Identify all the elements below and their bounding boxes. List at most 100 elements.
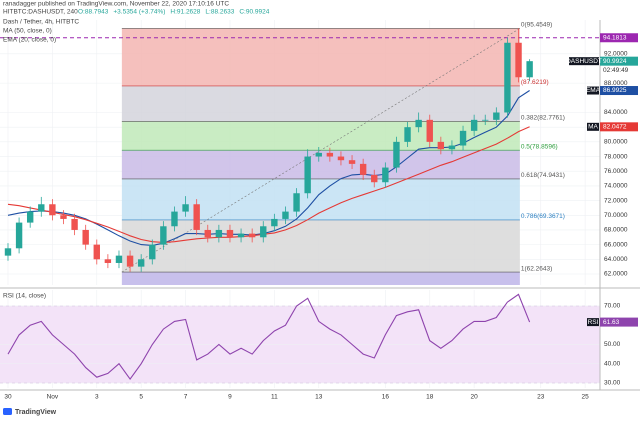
x-tick-label: 25	[582, 394, 590, 401]
fib-label: 0.382(82.7761)	[521, 115, 565, 122]
badge-bg	[587, 86, 599, 95]
candle-body	[426, 119, 433, 142]
candle-body	[348, 160, 356, 164]
badge: MA	[588, 124, 598, 131]
candle-body	[448, 145, 456, 150]
price-axis	[600, 20, 640, 390]
candle-body	[515, 42, 522, 78]
ohlc: O:88.7943 +3.5354 (+3.74%) H:91.2628 L:88.2…	[78, 9, 270, 16]
indicator-tag: 82.0472	[603, 124, 627, 131]
y-tick-label: 78.0000	[604, 153, 628, 160]
plot-front: 0(95.4549) (87.6219) 0.382(82.7761) 0.5(78.…	[0, 22, 600, 381]
candle-body	[282, 211, 289, 219]
fib-band	[121, 85, 520, 122]
candle-body	[160, 226, 167, 245]
countdown: 02:49:49	[603, 67, 629, 74]
rsi-title: RSI (14, close)	[3, 293, 46, 300]
candle-body	[71, 218, 78, 230]
symbol: HITBTC:DASHUSDT, 240	[3, 9, 78, 16]
axes: 30 Nov 3 5 7 9 11 13 16 18 20 23 25 62.0000 64.0000 66.…	[4, 33, 638, 401]
badge-bg	[587, 318, 599, 327]
candle-body	[82, 229, 89, 245]
y-tick-label: 84.0000	[604, 109, 628, 116]
ohlc-value: C:90.9924	[239, 9, 269, 16]
candle-body	[382, 167, 389, 183]
fib-trend-line	[121, 28, 521, 273]
last-price-tag-bg	[600, 56, 638, 66]
indicator-line	[7, 126, 530, 243]
x-tick-label: 5	[139, 394, 143, 401]
chart-title: Dash / Tether, 4h, HITBTC	[3, 19, 79, 26]
indicator-tag-bg	[600, 86, 638, 96]
fib-band-below	[121, 272, 520, 285]
candle-body	[137, 259, 145, 267]
rsi-tag: 61.63	[603, 319, 620, 326]
plot-back	[0, 20, 600, 388]
candle-body	[171, 211, 178, 227]
indicator-tag: 86.9925	[603, 87, 627, 94]
y-tick-label: 76.0000	[604, 168, 628, 175]
ohlc-value: L:88.2633	[205, 9, 234, 16]
badge: EMA	[586, 87, 601, 94]
fib-label: 0.618(74.9431)	[521, 172, 565, 179]
candle-body	[204, 229, 211, 238]
x-tick-label: Nov	[47, 394, 59, 401]
y-tick-label: 64.0000	[604, 256, 628, 263]
y-tick-label: 50.00	[604, 341, 621, 348]
rsi-line	[7, 293, 531, 381]
candle-body	[26, 211, 34, 223]
badge-bg	[587, 122, 599, 131]
ema-legend: EMA (20, close, 0)	[3, 37, 56, 44]
candle-body	[104, 259, 112, 263]
fib-band	[121, 178, 520, 220]
x-tick-label: 3	[95, 394, 99, 401]
fib-label: 0.5(78.8596)	[521, 143, 558, 150]
x-tick-label: 16	[382, 394, 390, 401]
candle-body	[326, 152, 334, 157]
fib-band	[121, 28, 520, 86]
y-tick-label: 40.00	[604, 360, 621, 367]
resistance-tag-bg	[600, 33, 638, 43]
y-tick-label: 70.00	[604, 303, 621, 310]
y-tick-label: 30.00	[604, 380, 621, 387]
candle-body	[182, 204, 189, 212]
fib-band	[121, 121, 520, 151]
fib-label: 0(95.4549)	[521, 22, 552, 29]
candle-body	[15, 222, 23, 249]
candle-body	[49, 204, 56, 216]
x-tick-label: 9	[228, 394, 232, 401]
y-tick-label: 92.0000	[604, 50, 628, 57]
y-tick-label: 62.0000	[604, 271, 628, 278]
candle-body	[237, 233, 245, 238]
y-tick-label: 72.0000	[604, 197, 628, 204]
candle-body	[482, 119, 489, 121]
indicator-tag-bg	[600, 122, 638, 132]
candle-body	[304, 156, 311, 194]
candle-body	[93, 244, 100, 260]
badge: RSI	[588, 319, 599, 326]
candle-body	[437, 141, 445, 150]
y-tick-label: 68.0000	[604, 227, 628, 234]
candle-body	[293, 193, 300, 212]
y-tick-label: 88.0000	[604, 80, 628, 87]
x-tick-label: 13	[315, 394, 323, 401]
brand: TradingView	[15, 409, 57, 416]
candle-body	[149, 244, 156, 260]
ma-legend: MA (50, close, 0)	[3, 28, 52, 35]
candle-body	[126, 255, 134, 267]
candle-body	[404, 127, 411, 142]
candle-body	[315, 152, 322, 157]
candle-body	[271, 218, 278, 227]
candle-body	[215, 229, 223, 238]
x-tick-label: 18	[426, 394, 434, 401]
candle-body	[470, 119, 478, 131]
last-price-tag: 90.9924	[603, 58, 627, 65]
candle-body	[193, 204, 200, 230]
fib-label: 1(62.2643)	[521, 265, 552, 272]
candle-body	[359, 163, 367, 175]
badge: DASHUSDT	[566, 58, 602, 65]
candle-body	[493, 112, 500, 120]
ohlc-value: H:91.2628	[170, 9, 200, 16]
candle-body	[415, 119, 422, 128]
